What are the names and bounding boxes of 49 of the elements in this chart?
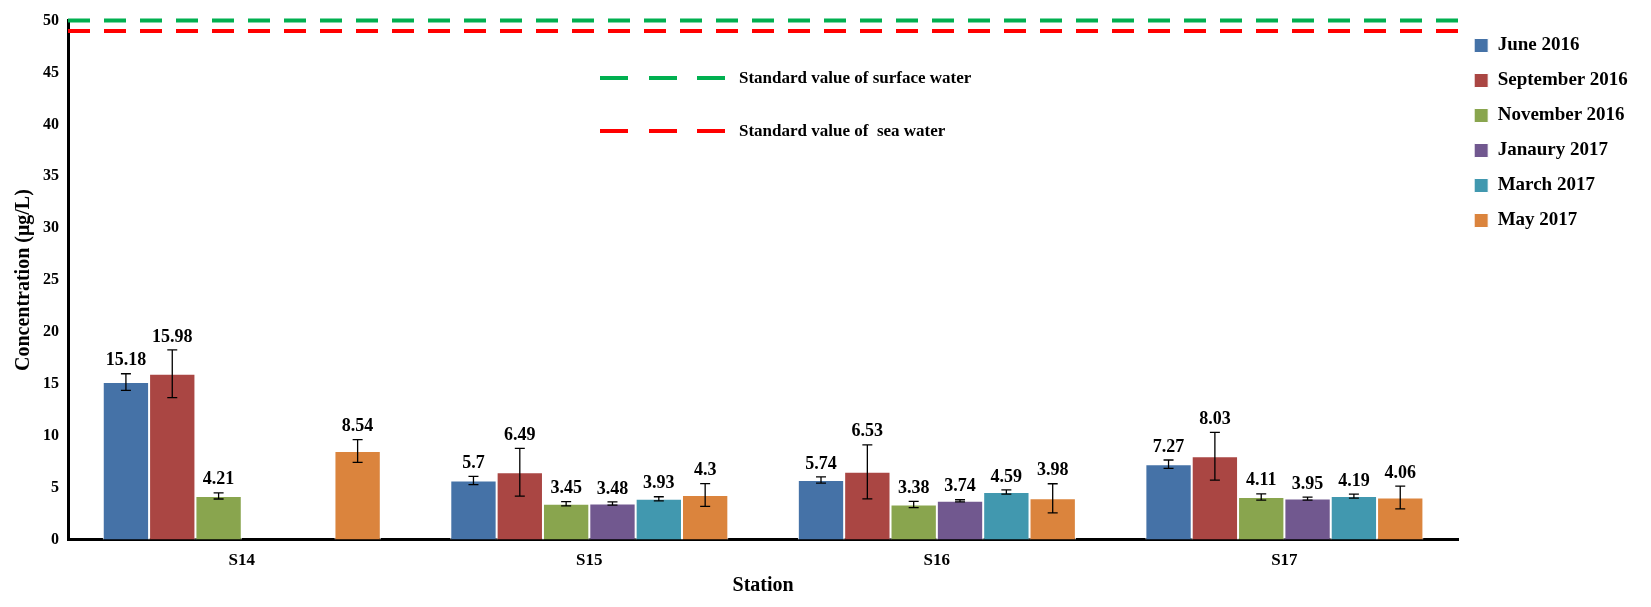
y-tick-label: 50 <box>43 10 59 28</box>
legend-key: Standard value of sea water <box>600 121 946 141</box>
y-tick-label: 15 <box>43 374 59 392</box>
data-label: 4.11 <box>1245 469 1277 490</box>
data-label: 3.93 <box>643 472 675 493</box>
data-label: 3.48 <box>596 477 629 498</box>
data-label: 4.59 <box>990 465 1023 486</box>
data-label: 3.45 <box>550 477 582 498</box>
y-tick-label: 0 <box>51 529 59 547</box>
y-tick-label: 20 <box>43 322 59 340</box>
data-label: 6.53 <box>851 420 884 441</box>
legend-label: Standard value of sea water <box>739 121 946 141</box>
y-tick-label: 25 <box>43 270 59 288</box>
data-label: 15.98 <box>152 325 193 346</box>
x-tick-label: S17 <box>1271 550 1299 570</box>
data-label: 7.27 <box>1152 435 1185 456</box>
y-tick-label: 5 <box>51 477 59 495</box>
y-axis-title: Concentration (μg/L) <box>11 189 35 372</box>
legend-label: September 2016 <box>1497 68 1628 90</box>
x-axis-title: Station <box>732 573 794 596</box>
y-tick-label: 35 <box>43 166 59 184</box>
data-label: 4.21 <box>202 468 235 489</box>
data-label: 4.06 <box>1384 461 1416 482</box>
data-label: 15.18 <box>105 349 147 370</box>
y-tick-label: 45 <box>43 62 59 80</box>
data-label: 6.49 <box>504 424 536 445</box>
legend-label: June 2016 <box>1497 33 1580 55</box>
data-label: 3.38 <box>897 477 930 498</box>
legend-label: March 2017 <box>1497 173 1596 195</box>
data-label: 8.03 <box>1199 408 1231 429</box>
legend-label: Standard value of surface water <box>739 68 972 88</box>
y-tick-label: 40 <box>43 114 59 132</box>
legend-label: Janaury 2017 <box>1497 138 1609 160</box>
y-tick-label: 30 <box>43 218 59 236</box>
legend-key: Standard value of surface water <box>600 68 972 88</box>
x-tick-label: S14 <box>228 550 256 570</box>
data-label: 8.54 <box>341 415 374 436</box>
data-label: 4.19 <box>1338 469 1370 490</box>
legend-label: May 2017 <box>1497 208 1578 230</box>
data-label: 3.95 <box>1291 472 1324 493</box>
x-tick-label: S15 <box>576 550 603 570</box>
data-label: 3.98 <box>1036 459 1069 480</box>
y-tick-label: 10 <box>43 425 59 443</box>
data-label: 5.74 <box>805 452 837 473</box>
data-label: 4.3 <box>693 459 717 480</box>
legend-label: November 2016 <box>1497 103 1625 125</box>
data-label: 3.74 <box>944 475 976 496</box>
data-label: 5.7 <box>462 451 485 472</box>
x-tick-label: S16 <box>923 550 951 570</box>
